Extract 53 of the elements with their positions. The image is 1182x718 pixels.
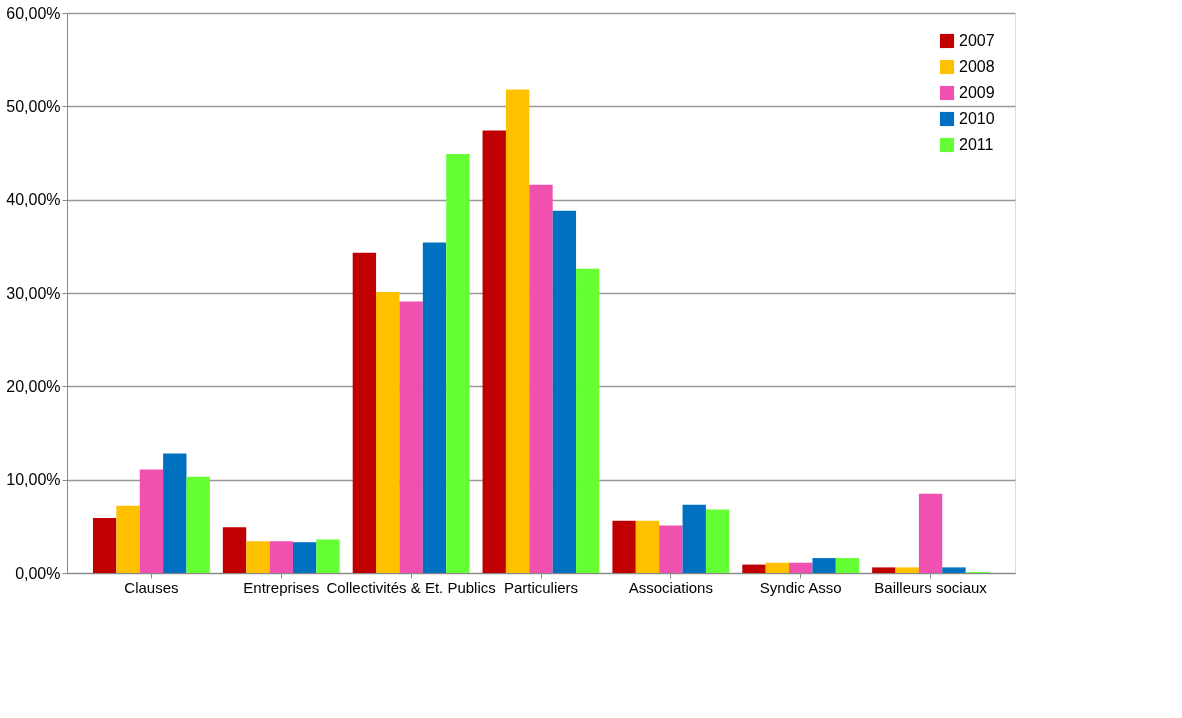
legend-label: 2007 (959, 32, 995, 49)
bar (529, 184, 553, 573)
bar (612, 520, 636, 573)
x-tick-label: Particuliers (503, 578, 579, 596)
bar (482, 130, 506, 573)
bar (812, 558, 836, 573)
y-tick-label: 10,00% (6, 471, 61, 489)
bar (682, 504, 706, 573)
y-tick-label: 60,00% (6, 4, 61, 22)
x-tick-label: Bailleurs sociaux (874, 578, 988, 596)
bar (659, 525, 683, 573)
bar (399, 301, 423, 573)
bar (765, 562, 790, 573)
bar (316, 539, 340, 573)
bar (269, 541, 293, 573)
x-tick-label: Clauses (124, 578, 179, 596)
y-tick-label: 0,00% (15, 564, 61, 582)
legend-label: 2010 (959, 110, 995, 127)
bar (576, 268, 600, 573)
bar (789, 562, 813, 573)
bar (446, 153, 470, 573)
bar (163, 453, 187, 573)
y-tick-label: 50,00% (6, 97, 61, 115)
bar (376, 292, 400, 573)
bar (186, 476, 210, 573)
y-tick-label: 30,00% (6, 284, 61, 302)
y-tick-label: 20,00% (6, 377, 61, 395)
bar (552, 210, 577, 573)
x-tick-label: Collectivités & Et. Publics (326, 578, 496, 596)
bar (92, 517, 117, 573)
bar (742, 564, 766, 573)
x-tick-label: Entreprises (243, 578, 320, 596)
bar (835, 558, 860, 573)
bar (895, 567, 919, 573)
bar (422, 242, 447, 573)
x-tick-label: Associations (628, 578, 713, 596)
bar (872, 567, 896, 573)
bar (246, 541, 270, 573)
legend-label: 2009 (959, 84, 995, 101)
bar (116, 505, 140, 573)
bar (352, 252, 377, 573)
bar (918, 493, 943, 573)
legend-label: 2011 (959, 136, 994, 153)
bar (139, 469, 164, 573)
bar (222, 527, 247, 573)
bar (705, 509, 730, 573)
x-tick-label: Syndic Asso (759, 578, 842, 596)
legend-label: 2008 (959, 58, 995, 75)
bar (942, 567, 966, 573)
bar (505, 89, 530, 573)
bar (635, 520, 660, 573)
y-tick-label: 40,00% (6, 191, 61, 209)
bar (292, 542, 317, 573)
